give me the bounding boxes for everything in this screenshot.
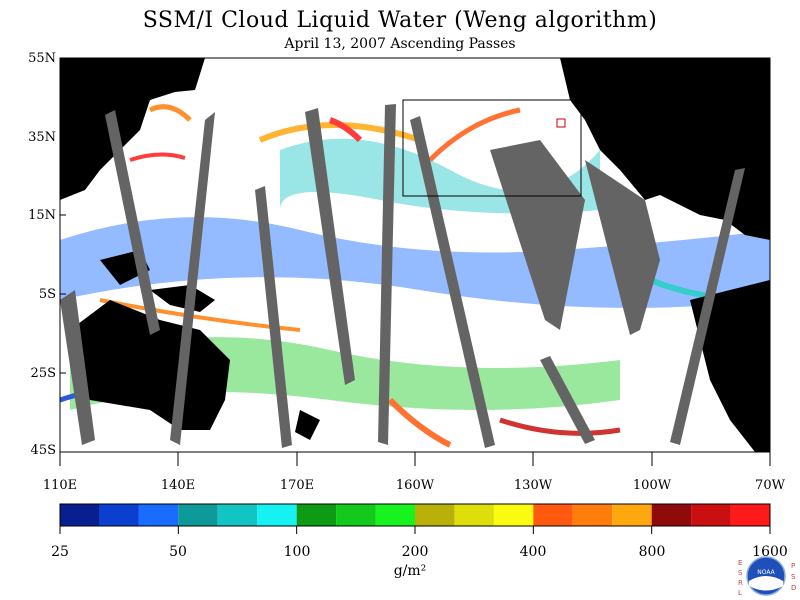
colorbar-label-1600: 1600 (752, 544, 788, 560)
map-panel (59, 57, 771, 453)
lat-label-55n: 55N (28, 51, 56, 66)
colorbar-segment (454, 504, 494, 526)
lon-label-100w: 100W (632, 478, 672, 493)
colorbar-segment (99, 504, 139, 526)
svg-text:NOAA: NOAA (757, 569, 775, 576)
colorbar-segment (178, 504, 218, 526)
svg-text:P: P (791, 562, 795, 570)
lon-label-70w: 70W (755, 478, 785, 493)
map-title: SSM/I Cloud Liquid Water (Weng algorithm… (142, 8, 658, 33)
swath-gaps (60, 104, 745, 448)
colorbar-label-400: 400 (519, 544, 547, 560)
colorbar-segment (572, 504, 613, 526)
svg-text:S: S (738, 569, 743, 577)
svg-text:R: R (738, 579, 743, 587)
lat-label-15n: 15N (28, 208, 56, 223)
colorbar-units: g/m² (393, 563, 427, 579)
colorbar-segment (730, 504, 770, 526)
colorbar-segment (138, 504, 179, 526)
svg-text:D: D (791, 584, 796, 592)
colorbar-label-50: 50 (169, 544, 187, 560)
lon-label-170e: 170E (279, 478, 315, 493)
colorbar-segment (336, 504, 376, 526)
svg-text:S: S (791, 573, 796, 581)
marker-square (556, 118, 566, 128)
lon-ticks (59, 452, 771, 466)
region-box (402, 99, 582, 197)
lat-label-25s: 25S (30, 366, 56, 381)
lon-label-140e: 140E (160, 478, 196, 493)
colorbar-label-100: 100 (283, 544, 311, 560)
colorbar-label-200: 200 (401, 544, 429, 560)
lon-label-160w: 160W (395, 478, 435, 493)
lat-ticks (60, 57, 66, 453)
colorbar-segment (296, 504, 337, 526)
lat-label-35n: 35N (28, 130, 56, 145)
svg-text:L: L (738, 589, 742, 597)
colorbar-segment (60, 504, 100, 526)
colorbar-segment (375, 504, 415, 526)
lat-label-5s: 5S (38, 287, 56, 302)
colorbar-segment (493, 504, 534, 526)
colorbar (59, 503, 771, 534)
colorbar-segment (217, 504, 258, 526)
colorbar-segment (651, 504, 692, 526)
colorbar-label-800: 800 (638, 544, 666, 560)
noaa-esrl-psd-logo: E S R L NOAA P S D (738, 556, 796, 597)
colorbar-segment (533, 504, 573, 526)
lon-label-110e: 110E (42, 478, 78, 493)
colorbar-segment (257, 504, 297, 526)
land-masses (60, 58, 770, 452)
lon-label-130w: 130W (513, 478, 553, 493)
colorbar-label-25: 25 (51, 544, 69, 560)
colorbar-segment (612, 504, 652, 526)
map-subtitle: April 13, 2007 Ascending Passes (284, 36, 516, 52)
colorbar-segment (415, 504, 455, 526)
colorbar-segment (691, 504, 731, 526)
lat-label-45s: 45S (30, 443, 56, 458)
svg-text:E: E (738, 559, 742, 567)
